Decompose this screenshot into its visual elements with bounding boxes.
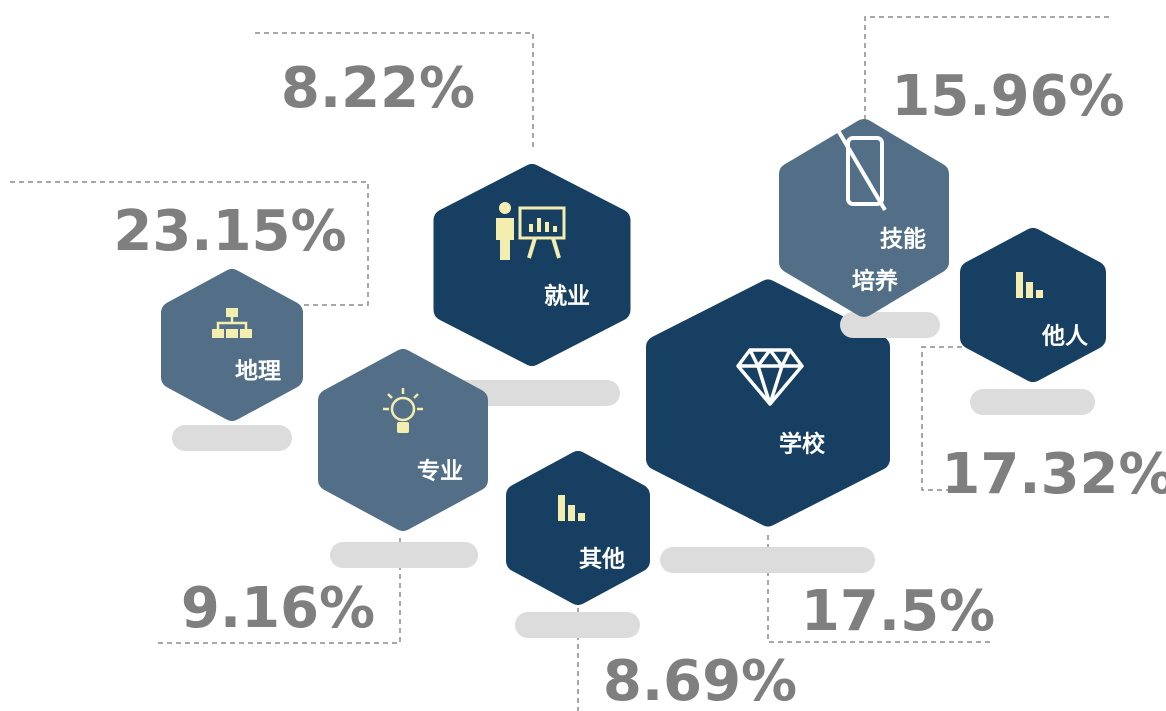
shadow <box>515 612 640 638</box>
node-label: 学校 <box>779 431 826 458</box>
icon-board <box>518 206 566 240</box>
icon-org <box>212 308 252 338</box>
icon-bulb <box>390 396 416 422</box>
shadow <box>970 389 1095 415</box>
icon-phone <box>846 136 884 206</box>
leader-line <box>255 32 534 148</box>
node-label: 技能 <box>880 226 926 253</box>
hexagon <box>433 164 631 366</box>
node-label: 他人 <box>1041 324 1089 350</box>
icon-bar <box>568 505 575 521</box>
hexagon <box>318 349 488 531</box>
shadow <box>660 547 875 573</box>
shadow <box>445 380 620 406</box>
percentage: 17.32% <box>941 442 1166 507</box>
icon-line <box>216 317 248 329</box>
icon-box <box>240 329 252 338</box>
hexagon <box>506 451 650 605</box>
hexagon <box>779 119 949 317</box>
icon-bar <box>1026 282 1033 298</box>
shadow <box>172 425 292 451</box>
node-label: 其他 <box>579 547 625 573</box>
icon-head <box>499 202 511 214</box>
node-label: 专业 <box>417 458 463 485</box>
hexagon <box>960 228 1106 382</box>
node-label: 地理 <box>235 359 281 385</box>
percentage: 23.15% <box>113 199 346 264</box>
percentage: 8.69% <box>603 649 797 711</box>
shadow <box>840 312 940 338</box>
leader-line <box>921 346 962 491</box>
icon-bar <box>1036 290 1043 298</box>
icon-slash <box>837 130 887 212</box>
icon-rays <box>383 388 423 411</box>
icon-bars <box>558 495 585 521</box>
icon-gem <box>736 348 804 406</box>
icon-base <box>397 422 409 433</box>
icon-bar <box>1016 272 1023 298</box>
hexagon <box>161 269 303 421</box>
icon-box <box>212 329 224 338</box>
icon-bar <box>578 513 585 521</box>
icon-box <box>226 308 238 317</box>
icon-bulb <box>383 388 423 433</box>
percentage: 17.5% <box>801 579 995 644</box>
icon-body <box>496 218 514 260</box>
percentage: 8.22% <box>281 56 475 121</box>
icon-bar <box>558 495 565 521</box>
shadow <box>330 542 478 568</box>
percentage: 15.96% <box>891 64 1124 129</box>
icon-chart <box>527 218 561 259</box>
icon-teach <box>496 202 566 260</box>
leader-line <box>864 16 1110 120</box>
icon-phone <box>837 130 887 212</box>
node-label: 培养 <box>852 268 898 295</box>
node-label: 就业 <box>544 283 590 310</box>
leader-line <box>767 535 990 643</box>
icon-bars <box>1016 272 1043 298</box>
icon-box <box>226 329 238 338</box>
percentage: 9.16% <box>181 576 375 641</box>
leader-line <box>10 181 369 306</box>
icon-gem <box>736 348 804 406</box>
